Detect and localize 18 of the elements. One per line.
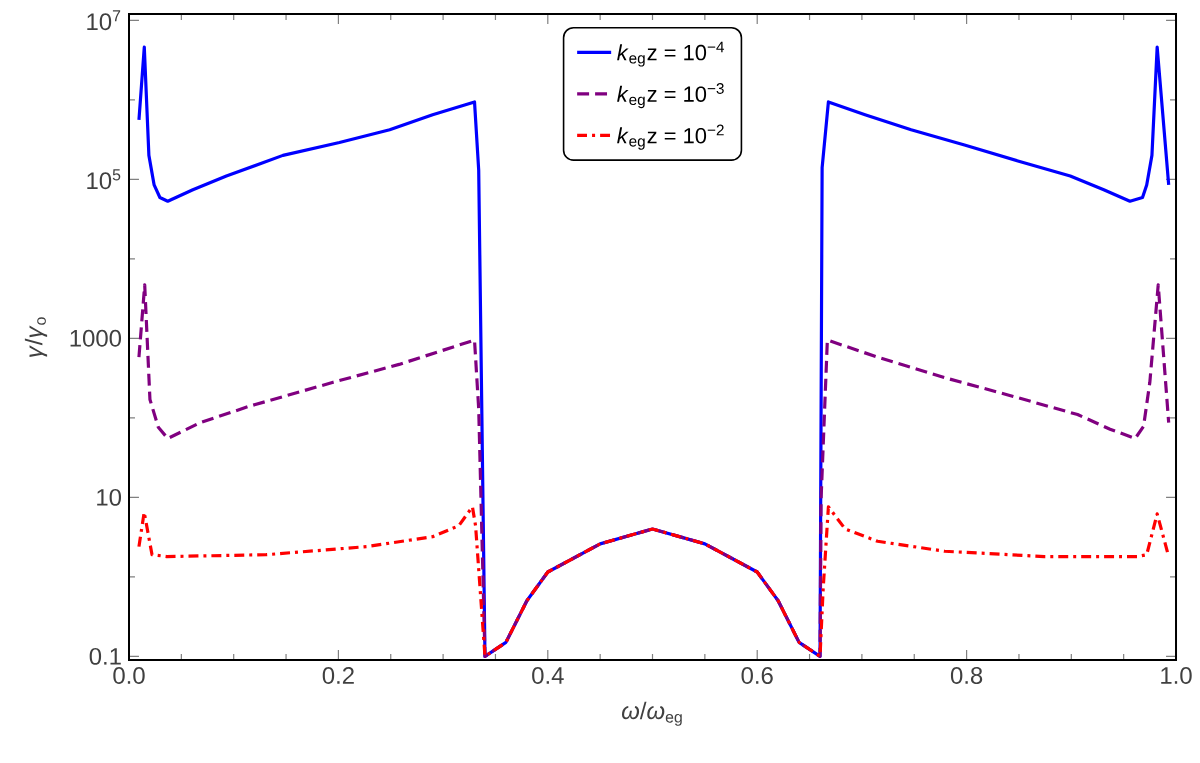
x-tick-label: 0.0: [113, 667, 145, 684]
legend-label: k$_{eg}$z = 10$^{−3}$: [617, 83, 724, 109]
x-tick-label: 0.6: [741, 667, 773, 684]
y-axis-title: γ/γ$_{o}$: [24, 317, 48, 358]
y-tick-label: 1000: [70, 329, 122, 347]
x-axis-title: ω/ω$_{eg}$: [621, 701, 682, 726]
line-series: [137, 283, 1171, 658]
x-tick-label: 1.0: [1161, 667, 1192, 684]
y-tick-label: 10$^{7}$: [87, 10, 121, 31]
x-tick-label: 0.2: [322, 667, 354, 684]
legend-label: k$_{eg}$z = 10$^{−4}$: [617, 41, 725, 67]
y-tick-label: 0.1: [89, 647, 121, 665]
x-tick-label: 0.8: [950, 667, 983, 684]
y-tick-label: 10: [97, 488, 122, 506]
line-series: [137, 505, 1171, 658]
y-tick-label: 10$^{5}$: [87, 169, 121, 190]
legend-label: k$_{eg}$z = 10$^{−2}$: [617, 124, 724, 150]
x-tick-label: 0.4: [532, 667, 564, 684]
